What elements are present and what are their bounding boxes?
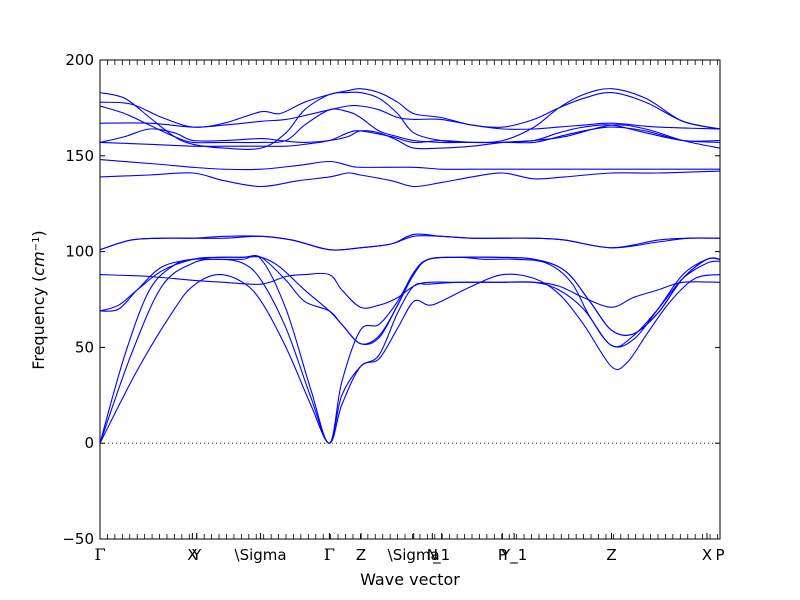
x-tick-label: Γ — [94, 545, 105, 564]
y-tick-label: 100 — [65, 243, 94, 261]
x-tick-label: Z — [606, 546, 616, 564]
plot-frame — [99, 59, 721, 540]
x-tick-label: P — [715, 546, 724, 564]
x-tick-label: Γ — [324, 545, 335, 564]
x-tick-label: \Sigma — [235, 546, 287, 564]
series-line-11 — [99, 124, 721, 147]
y-tick-label: 0 — [84, 434, 94, 452]
y-tick-label: 150 — [65, 147, 94, 165]
y-tick-label: 50 — [75, 338, 94, 356]
x-tick-label: Z — [356, 546, 366, 564]
x-tick-label: Y_1 — [500, 546, 527, 565]
plot-background — [100, 60, 720, 539]
series-line-1 — [99, 273, 721, 444]
series-line-10 — [99, 159, 720, 171]
series-line-13 — [99, 105, 721, 144]
series-line-3 — [99, 255, 721, 444]
x-tick-label: N — [427, 546, 438, 564]
series-line-8 — [99, 233, 721, 251]
x-tick-label: X — [187, 546, 197, 564]
y-tick-label: 200 — [65, 51, 94, 69]
y-tick-label: −50 — [62, 530, 94, 548]
series-line-12 — [99, 104, 721, 130]
series-line-5 — [99, 272, 721, 309]
y-axis-ticks: −50 0 50 100 150 200 — [62, 51, 720, 548]
x-tick-label: \Sigma — [388, 546, 440, 564]
series-line-14 — [99, 88, 721, 130]
x-axis-label: Wave vector — [360, 570, 460, 589]
x-tick-label: P — [498, 546, 507, 564]
y-axis-label: Frequency (cm−1) — [29, 230, 48, 369]
x-tick-label: _1 — [432, 546, 450, 565]
dispersion-curves — [99, 88, 721, 444]
x-tick-label: X — [702, 546, 712, 564]
series-line-16 — [99, 124, 721, 150]
series-line-15 — [99, 88, 721, 150]
series-line-6 — [99, 256, 721, 345]
series-line-9 — [99, 170, 721, 188]
x-tick-label: Y — [191, 546, 202, 564]
